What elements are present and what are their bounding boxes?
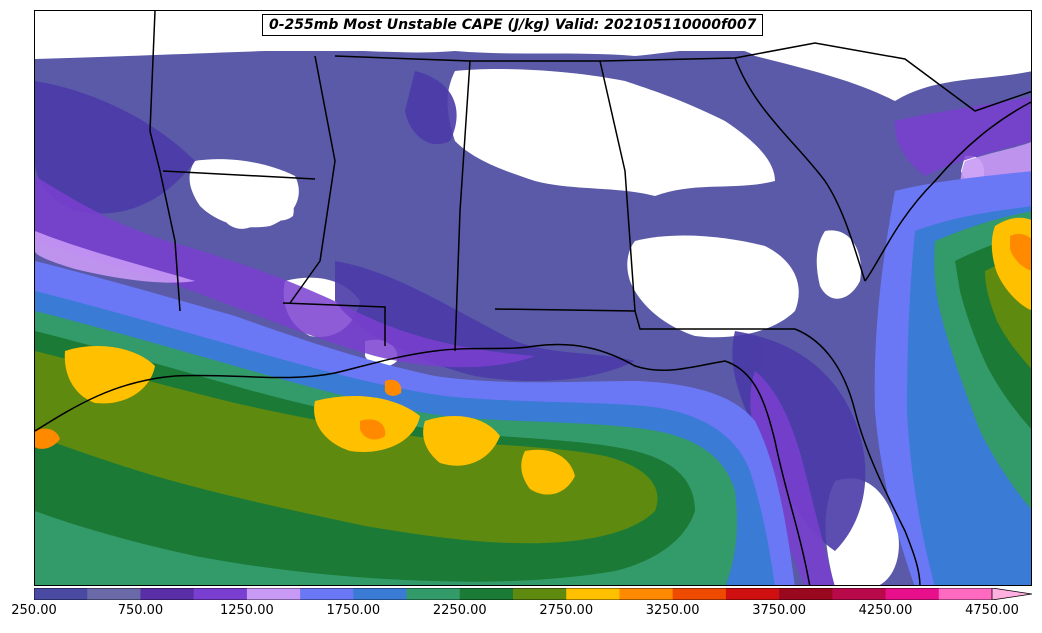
colorbar-tick-label: 3250.00 <box>645 603 700 618</box>
colorbar-segment <box>459 588 514 600</box>
colorbar-segment <box>832 588 887 600</box>
cape-map <box>35 11 1031 585</box>
map-panel <box>34 10 1032 586</box>
colorbar-segment <box>619 588 674 600</box>
colorbar-tick-label: 2750.00 <box>539 603 594 618</box>
colorbar-tick-label: 4250.00 <box>858 603 913 618</box>
orange-cores <box>35 233 1031 449</box>
colorbar-segment <box>513 588 567 600</box>
colorbar-segment <box>406 588 461 600</box>
map-title: 0-255mb Most Unstable CAPE (J/kg) Valid:… <box>262 14 764 36</box>
colorbar-segment <box>353 588 408 600</box>
colorbar <box>34 588 1032 600</box>
colorbar-segment <box>140 588 195 600</box>
colorbar-tick-label: 250.00 <box>11 603 57 618</box>
colorbar-tick-label: 3750.00 <box>752 603 806 618</box>
colorbar-tick-label: 1250.00 <box>219 603 274 618</box>
colorbar-segment <box>885 588 940 600</box>
colorbar-tick-label: 2250.00 <box>432 603 487 618</box>
colorbar-extend-arrow <box>991 588 1032 600</box>
colorbar-segment <box>246 588 301 600</box>
colorbar-segment <box>672 588 727 600</box>
colorbar-segment <box>87 588 141 600</box>
colorbar-segment <box>300 588 354 600</box>
boundaries <box>35 11 1031 585</box>
colorbar-tick-label: 750.00 <box>117 603 164 618</box>
colorbar-segment <box>34 588 88 600</box>
colorbar-segment <box>779 588 833 600</box>
colorbar-segment <box>938 588 993 600</box>
colorbar-segment <box>193 588 248 600</box>
colorbar-tick-label: 4750.00 <box>965 603 1019 618</box>
colorbar-segment <box>725 588 780 600</box>
colorbar-tick-label: 1750.00 <box>326 603 381 618</box>
colorbar-segment <box>566 588 620 600</box>
